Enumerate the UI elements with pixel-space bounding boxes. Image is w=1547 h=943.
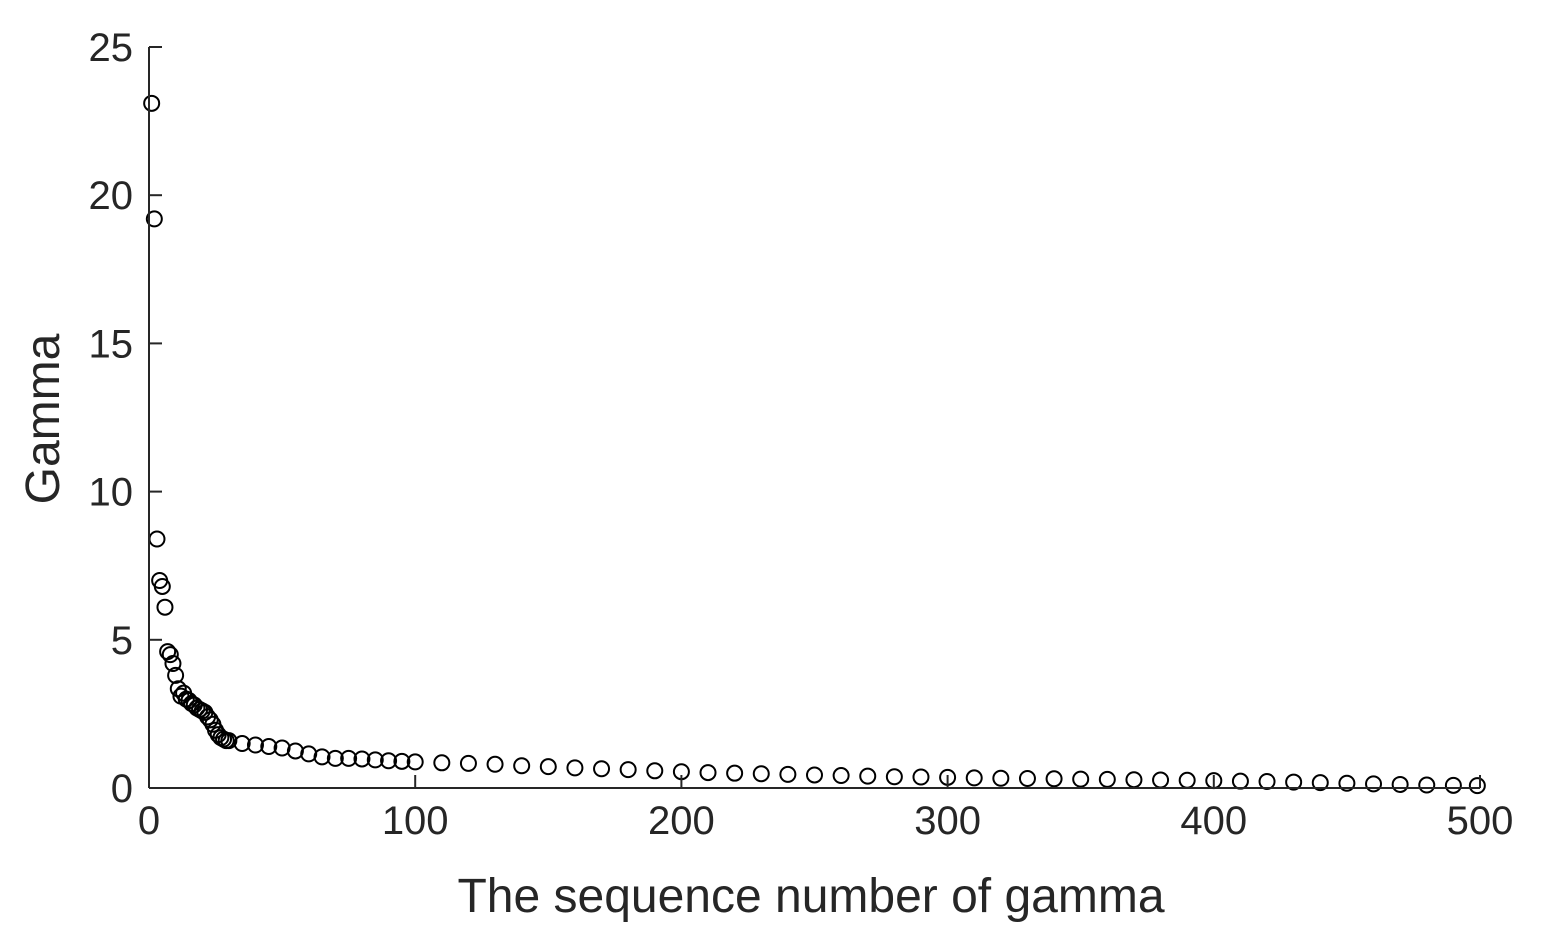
data-point: [143, 94, 161, 112]
data-point: [1338, 774, 1356, 792]
x-axis-label: The sequence number of gamma: [457, 870, 1164, 923]
data-point: [859, 767, 877, 785]
x-tick-label: 300: [914, 799, 981, 843]
x-tick-label: 400: [1180, 799, 1247, 843]
data-point: [1152, 771, 1170, 789]
data-point: [260, 738, 278, 756]
y-axis-label: Gamma: [17, 333, 70, 504]
data-point: [145, 210, 163, 228]
data-point: [1311, 774, 1329, 792]
y-tick-label: 20: [89, 174, 134, 218]
y-tick-label: 0: [111, 767, 133, 811]
data-point: [1468, 777, 1486, 795]
data-point: [486, 755, 504, 773]
data-point: [366, 751, 384, 769]
data-point: [1418, 776, 1436, 794]
data-point: [593, 760, 611, 778]
y-tick-label: 25: [89, 26, 134, 70]
data-point: [1444, 776, 1462, 794]
x-tick-label: 100: [382, 799, 449, 843]
data-point: [726, 764, 744, 782]
x-tick-label: 500: [1447, 799, 1514, 843]
data-point: [433, 754, 451, 772]
data-point: [1391, 775, 1409, 793]
data-point: [752, 765, 770, 783]
data-point: [885, 768, 903, 786]
data-point: [912, 768, 930, 786]
x-tick-label: 200: [648, 799, 715, 843]
data-point: [566, 759, 584, 777]
y-tick-label: 15: [89, 322, 134, 366]
data-point: [406, 753, 424, 771]
data-point: [513, 757, 531, 775]
y-axis-ticks: 0 5 10 15 20 25: [89, 26, 162, 811]
data-point: [992, 769, 1010, 787]
data-point: [1125, 771, 1143, 789]
data-point: [459, 754, 477, 772]
data-point: [1018, 770, 1036, 788]
data-point: [965, 769, 983, 787]
data-point: [233, 735, 251, 753]
data-point: [1178, 771, 1196, 789]
data-point: [832, 767, 850, 785]
data-point: [164, 655, 182, 673]
data-point: [167, 666, 185, 684]
data-point: [619, 761, 637, 779]
data-point: [1231, 772, 1249, 790]
data-point: [380, 752, 398, 770]
data-point: [539, 758, 557, 776]
data-point: [699, 764, 717, 782]
data-point: [246, 736, 264, 754]
data-point: [1258, 772, 1276, 790]
data-point: [393, 752, 411, 770]
y-tick-label: 10: [89, 471, 134, 515]
y-tick-label: 5: [111, 619, 133, 663]
data-point: [148, 530, 166, 548]
data-point: [313, 748, 331, 766]
data-point: [161, 646, 179, 664]
data-point: [1072, 770, 1090, 788]
data-point: [806, 766, 823, 784]
data-point: [1285, 773, 1303, 791]
x-axis-ticks: 0 100 200 300 400 500: [138, 775, 1514, 843]
data-point: [153, 577, 171, 595]
x-tick-label: 0: [138, 799, 160, 843]
data-points: [143, 94, 1486, 795]
data-point: [779, 765, 797, 783]
data-point: [1045, 770, 1063, 788]
data-point: [646, 762, 664, 780]
data-point: [156, 598, 174, 616]
data-point: [326, 749, 344, 767]
data-point: [353, 750, 371, 768]
data-point: [1365, 775, 1383, 793]
data-point: [1098, 770, 1116, 788]
data-point: [340, 749, 358, 767]
